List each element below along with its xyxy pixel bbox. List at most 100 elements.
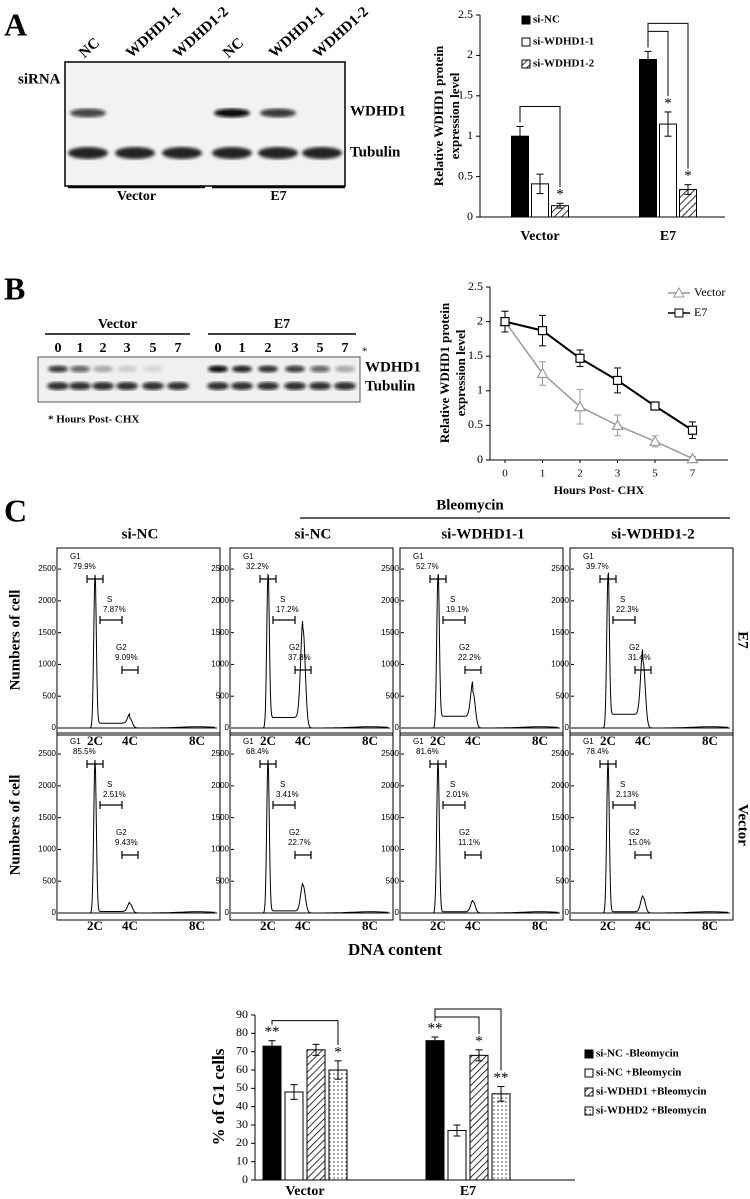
lane-label: NC (220, 35, 247, 61)
y-tick-label: 500 (556, 691, 570, 700)
band-label: WDHD1 (365, 359, 421, 375)
gate-name: S (280, 780, 285, 789)
legend-label: si-NC -Bleomycin (596, 1048, 679, 1060)
gate-bracket (272, 616, 296, 624)
gate-bracket (99, 801, 123, 809)
error-bar (475, 1049, 483, 1062)
gate-bracket (442, 616, 466, 624)
x-tick-label: 4C (465, 733, 481, 748)
significance-bracket (271, 1020, 339, 1045)
y-tick-label: 2500 (211, 564, 229, 573)
x-tick-label: 8C (532, 918, 548, 933)
row-label: siRNA (18, 71, 61, 87)
gate-name: G2 (116, 828, 127, 837)
significance-label: * (475, 1033, 483, 1049)
y-tick-label: 500 (43, 876, 57, 885)
lane-label: 0 (215, 341, 222, 356)
significance-label: * (664, 95, 672, 111)
gate-bracket (121, 666, 139, 674)
x-tick-label: 7 (690, 468, 696, 480)
histogram-curve (235, 759, 389, 914)
significance-bracket (647, 22, 689, 169)
band (115, 147, 155, 159)
footnote: * Hours Post- CHX (48, 414, 139, 426)
bar (284, 1091, 304, 1181)
band (207, 382, 229, 390)
band (258, 365, 278, 373)
y-tick-label: 2000 (211, 596, 229, 605)
gate-bracket (294, 851, 312, 859)
treatment-label: Bleomycin (436, 497, 504, 513)
y-tick-label: 2.5 (468, 279, 483, 293)
lane-label: 3 (292, 341, 299, 356)
group-label: Vector (98, 317, 137, 332)
band (284, 382, 306, 390)
gate-name: G1 (413, 737, 424, 746)
y-tick-label: 10 (236, 1153, 248, 1167)
gate-name: S (107, 595, 112, 604)
histogram-curve (575, 759, 729, 914)
x-tick-label: 2 (577, 468, 583, 480)
gate-name: S (450, 595, 455, 604)
y-tick-label: 90 (236, 1007, 248, 1021)
gate-value: 2.13% (616, 790, 639, 799)
legend-swatch (521, 15, 531, 25)
gate-bracket (464, 851, 482, 859)
histogram-curve (575, 572, 729, 729)
y-tick-label: 0 (225, 908, 230, 917)
error-bar (536, 173, 544, 195)
legend-label: si-WDHD1 +Bleomycin (596, 1086, 706, 1098)
gate-value: 15.0% (628, 838, 651, 847)
y-tick-label: 0 (565, 908, 570, 917)
lane-label: 3 (124, 341, 131, 356)
y-tick-label: 1000 (551, 845, 569, 854)
y-tick-label: 1500 (381, 628, 399, 637)
group-label: E7 (270, 189, 286, 204)
gate-bracket (612, 801, 636, 809)
gate-value: 17.2% (276, 605, 299, 614)
gate-value: 3.41% (276, 790, 299, 799)
y-tick-label: 1500 (381, 813, 399, 822)
band (167, 382, 189, 390)
legend-label: si-WDHD1-2 (533, 58, 595, 70)
y-tick-label: 0 (52, 908, 57, 917)
gate-bracket (429, 760, 447, 768)
x-tick-label: 2C (600, 733, 616, 748)
significance-bracket (519, 106, 561, 188)
gate-value: 22.3% (616, 605, 639, 614)
x-tick-label: 8C (362, 918, 378, 933)
row-label: Vector (735, 804, 750, 846)
band (310, 365, 330, 373)
gate-bracket (599, 575, 617, 583)
gate-name: G2 (459, 828, 470, 837)
y-tick-label: 0 (395, 908, 400, 917)
band (208, 365, 228, 373)
bar (491, 1093, 511, 1181)
x-tick-label: 8C (532, 733, 548, 748)
lane-label: 5 (150, 341, 157, 356)
band (257, 382, 279, 390)
y-tick-label: 80 (236, 1025, 248, 1039)
y-tick-label: 1 (467, 128, 473, 142)
gate-bracket (612, 616, 636, 624)
y-tick-label: 2.5 (458, 7, 473, 21)
x-tick-label: 8C (702, 918, 718, 933)
gate-bracket (86, 575, 104, 583)
band (334, 382, 356, 390)
data-point (573, 400, 587, 412)
gate-value: 2.01% (446, 790, 469, 799)
y-tick-label: 1500 (38, 813, 56, 822)
histogram-curve (235, 573, 389, 729)
legend-marker (673, 286, 685, 298)
band (47, 382, 69, 390)
gate-value: 85.5% (73, 747, 96, 756)
data-point (500, 317, 510, 327)
y-tick-label: 0 (395, 723, 400, 732)
x-tick-label: 8C (189, 918, 205, 933)
y-tick-label: 2000 (38, 781, 56, 790)
y-tick-label: 1.5 (458, 88, 473, 102)
significance-label: * (684, 168, 692, 184)
y-tick-label: 1000 (381, 660, 399, 669)
blot-a-frame (64, 61, 346, 187)
x-tick-label: E7 (460, 1184, 476, 1199)
